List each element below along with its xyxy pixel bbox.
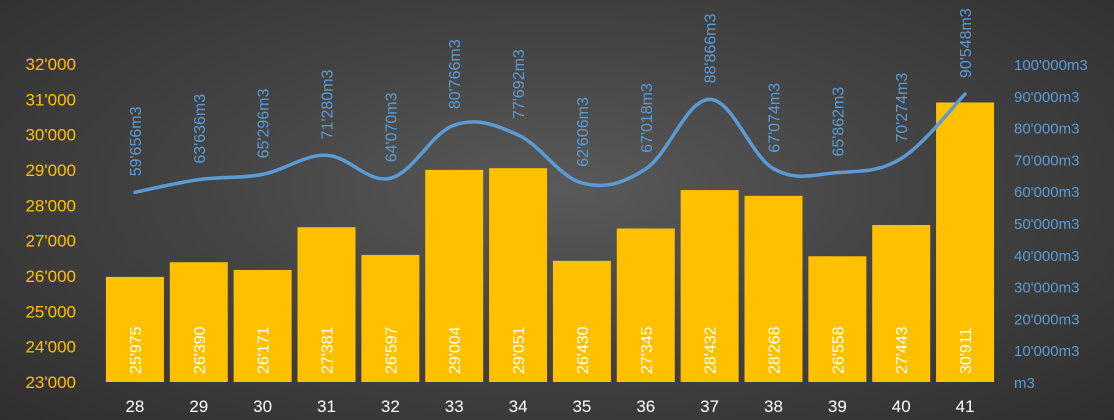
- x-axis-tick-label: 31: [317, 397, 336, 416]
- line-data-label-39: 65'862m3: [830, 87, 847, 157]
- right-axis-tick-label: 60'000m3: [1014, 184, 1079, 201]
- bar-data-label-32: 26'597: [383, 326, 400, 374]
- x-axis-tick-label: 32: [381, 397, 400, 416]
- line-data-label-38: 67'074m3: [767, 83, 784, 153]
- line-data-label-31: 71'280m3: [320, 69, 337, 139]
- right-axis-tick-label: 90'000m3: [1014, 89, 1079, 106]
- left-axis-tick-label: 27'000: [25, 232, 76, 251]
- line-data-label-30: 65'296m3: [256, 88, 273, 158]
- right-axis-tick-label: 30'000m3: [1014, 280, 1079, 297]
- x-axis-tick-label: 40: [892, 397, 911, 416]
- x-axis-tick-label: 33: [445, 397, 464, 416]
- right-axis-tick-label: 10'000m3: [1014, 343, 1079, 360]
- left-axis-tick-label: 28'000: [25, 196, 76, 215]
- bar-data-label-31: 27'381: [320, 326, 337, 374]
- bar-data-label-41: 30'911: [958, 328, 975, 374]
- right-axis-tick-label: 40'000m3: [1014, 248, 1079, 265]
- bar-data-label-38: 28'268: [767, 326, 784, 374]
- right-axis-tick-label: m3: [1014, 375, 1035, 392]
- x-axis-tick-label: 37: [700, 397, 719, 416]
- x-axis-tick-label: 34: [509, 397, 528, 416]
- left-axis-tick-label: 26'000: [25, 267, 76, 286]
- left-axis-tick-label: 30'000: [25, 126, 76, 145]
- right-axis-tick-label: 50'000m3: [1014, 216, 1079, 233]
- line-data-label-35: 62'606m3: [575, 97, 592, 167]
- line-data-label-40: 70'274m3: [894, 73, 911, 143]
- line-data-label-41: 90'548m3: [958, 8, 975, 78]
- line-data-label-34: 77'692m3: [511, 49, 528, 119]
- line-data-label-37: 88'866m3: [703, 14, 720, 84]
- x-axis-tick-label: 38: [764, 397, 783, 416]
- bar-data-label-30: 26'171: [256, 326, 273, 374]
- line-data-label-32: 64'070m3: [383, 92, 400, 162]
- line-data-label-29: 63'636m3: [192, 94, 209, 164]
- bars-layer: [106, 102, 994, 382]
- bar-data-label-40: 27'443: [894, 326, 911, 374]
- x-axis-tick-label: 39: [828, 397, 847, 416]
- right-axis-tick-label: 80'000m3: [1014, 121, 1079, 138]
- bar-data-label-36: 27'345: [639, 326, 656, 374]
- bar-data-label-34: 29'051: [511, 326, 528, 374]
- bar-data-label-35: 26'430: [575, 326, 592, 374]
- left-axis-tick-label: 24'000: [25, 338, 76, 357]
- x-axis-tick-label: 30: [253, 397, 272, 416]
- line-data-label-36: 67'018m3: [639, 83, 656, 153]
- line-data-label-28: 59'656m3: [128, 106, 145, 176]
- right-axis-tick-label: 70'000m3: [1014, 152, 1079, 169]
- bar-data-label-29: 26'390: [192, 326, 209, 374]
- x-axis-tick-label: 35: [572, 397, 591, 416]
- left-axis-tick-label: 29'000: [25, 161, 76, 180]
- bar-data-label-28: 25'975: [128, 326, 145, 374]
- x-axis-tick-label: 36: [636, 397, 655, 416]
- x-axis-tick-label: 41: [956, 397, 975, 416]
- bar-data-label-39: 26'558: [830, 326, 847, 374]
- left-axis-tick-label: 32'000: [25, 55, 76, 74]
- left-axis-tick-label: 25'000: [25, 302, 76, 321]
- bar-data-label-33: 29'004: [447, 326, 464, 374]
- left-axis-tick-label: 23'000: [25, 373, 76, 392]
- bar-data-label-37: 28'432: [703, 326, 720, 374]
- x-axis-tick-label: 29: [189, 397, 208, 416]
- right-axis-tick-label: 100'000m3: [1014, 57, 1088, 74]
- right-axis-tick-label: 20'000m3: [1014, 311, 1079, 328]
- line-data-label-33: 80'766m3: [447, 39, 464, 109]
- x-axis-tick-label: 28: [125, 397, 144, 416]
- left-axis-tick-label: 31'000: [25, 90, 76, 109]
